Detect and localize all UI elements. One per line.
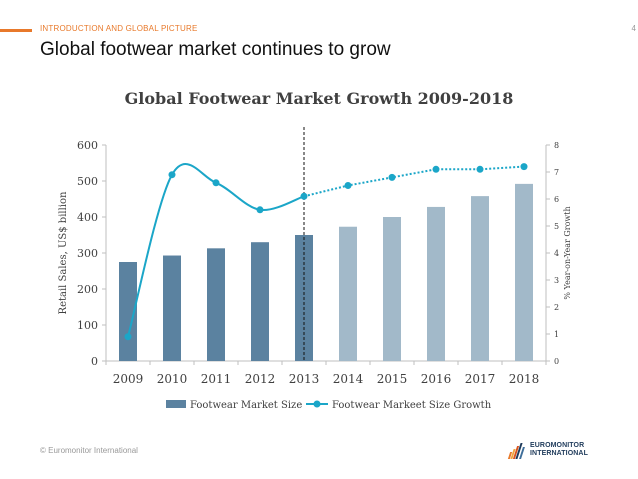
bar-2018 — [515, 183, 533, 361]
y-tick-label: 500 — [77, 175, 98, 188]
legend-swatch-bar — [166, 400, 186, 408]
bar-2009 — [119, 262, 137, 361]
bar-2011 — [207, 248, 225, 361]
chart-title: Global Footwear Market Growth 2009-2018 — [124, 89, 514, 108]
header-accent-bar — [0, 29, 32, 32]
section-label: INTRODUCTION AND GLOBAL PICTURE — [40, 24, 198, 33]
y-tick-label: 200 — [77, 283, 98, 296]
growth-point-2014 — [344, 182, 352, 189]
y2-tick-label: 0 — [554, 357, 559, 366]
y2-tick-label: 6 — [554, 195, 559, 204]
x-tick-label: 2013 — [289, 372, 320, 386]
legend-label-bar: Footwear Market Size — [190, 400, 302, 411]
y2-tick-label: 8 — [554, 141, 559, 150]
logo-text: EUROMONITOR INTERNATIONAL — [530, 442, 588, 458]
x-tick-label: 2009 — [113, 372, 144, 386]
logo-text-line2: INTERNATIONAL — [530, 450, 588, 457]
x-tick-label: 2014 — [333, 372, 364, 386]
page-number: 4 — [631, 24, 636, 33]
y-tick-label: 0 — [91, 355, 98, 368]
bar-2017 — [471, 196, 489, 361]
y2-axis-title: % Year-on-Year Growth — [563, 206, 572, 299]
y2-tick-label: 2 — [554, 303, 559, 312]
logo-text-line1: EUROMONITOR — [530, 442, 585, 449]
growth-line-actual — [127, 163, 305, 337]
legend-swatch-marker — [313, 400, 321, 408]
growth-point-2016 — [432, 165, 440, 173]
y-tick-label: 100 — [77, 319, 98, 332]
footer-copyright: © Euromonitor International — [40, 446, 138, 455]
y-axis-title: Retail Sales, US$ billion — [58, 191, 69, 314]
y-tick-label: 300 — [77, 247, 98, 260]
x-tick-label: 2012 — [245, 372, 276, 386]
y-tick-label: 400 — [77, 211, 98, 224]
bar-2010 — [163, 255, 181, 361]
growth-point-2010 — [168, 171, 176, 179]
bar-2015 — [383, 217, 401, 361]
growth-point-2017 — [476, 165, 484, 173]
x-tick-label: 2011 — [201, 372, 232, 386]
y2-tick-label: 5 — [554, 222, 559, 231]
bar-2014 — [339, 226, 357, 361]
growth-line-forecast — [303, 165, 525, 198]
y2-tick-label: 3 — [554, 276, 559, 285]
legend-label-line: Footwear Markeet Size Growth — [332, 400, 492, 411]
x-tick-label: 2017 — [465, 372, 496, 386]
euromonitor-logo: EUROMONITOR INTERNATIONAL — [507, 441, 612, 461]
growth-point-2013 — [300, 192, 308, 200]
y2-tick-label: 4 — [554, 249, 559, 258]
logo-mark-icon — [507, 443, 526, 459]
y2-tick-label: 7 — [554, 168, 559, 177]
growth-point-2009 — [124, 333, 132, 341]
y2-tick-label: 1 — [554, 330, 559, 339]
x-tick-label: 2018 — [509, 372, 540, 386]
x-tick-label: 2015 — [377, 372, 408, 386]
growth-point-2015 — [388, 173, 396, 181]
growth-point-2012 — [256, 206, 264, 214]
x-tick-label: 2016 — [421, 372, 452, 386]
bar-2012 — [251, 242, 269, 361]
slide-title: Global footwear market continues to grow — [40, 39, 391, 60]
x-tick-label: 2010 — [157, 372, 188, 386]
y-tick-label: 600 — [77, 139, 98, 152]
growth-point-2018 — [520, 163, 528, 171]
bar-2016 — [427, 206, 445, 361]
growth-point-2011 — [212, 179, 220, 187]
